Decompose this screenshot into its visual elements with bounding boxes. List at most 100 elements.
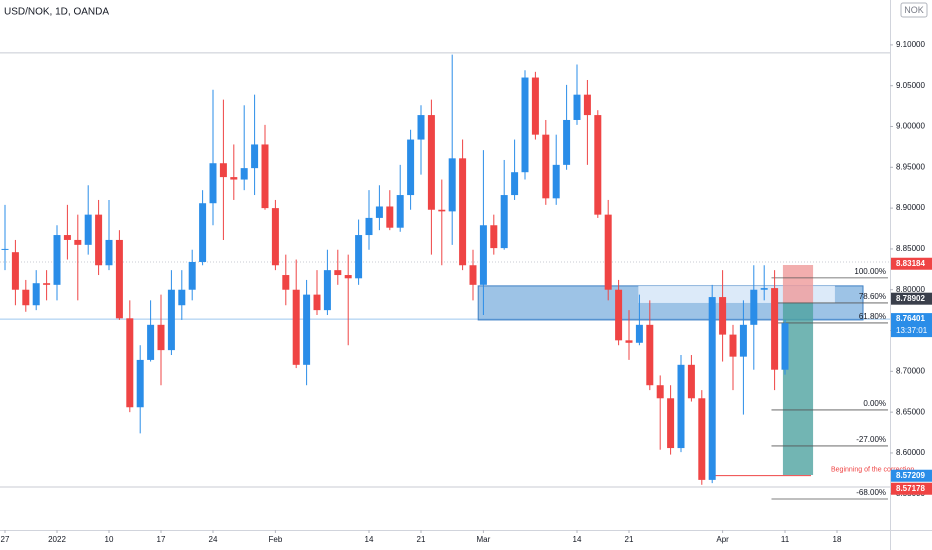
candle-body (542, 134, 550, 199)
price-tag-label: 8.78902 (896, 294, 925, 303)
y-tick-label: 8.90000 (896, 203, 925, 212)
y-tick-label: 8.80000 (896, 285, 925, 294)
candle-body (573, 94, 581, 120)
x-tick-label: 21 (625, 535, 634, 544)
x-tick-label: 24 (209, 535, 218, 544)
candle-body (781, 323, 789, 370)
candle-body (646, 324, 654, 386)
candle-body (147, 324, 155, 360)
candle-body (95, 214, 103, 266)
y-tick-label: 8.85000 (896, 244, 925, 253)
candle-body (698, 398, 706, 480)
candle-body (209, 163, 217, 204)
candle-body (292, 289, 300, 365)
candle-body (521, 77, 529, 173)
candle-body (448, 158, 456, 212)
candle-body (386, 206, 394, 228)
fib-label: 0.00% (863, 399, 886, 408)
candle-body (11, 252, 19, 290)
candle-body (251, 144, 259, 169)
fib-label: -27.00% (856, 435, 886, 444)
candle-body (271, 208, 279, 266)
fib-label: 100.00% (854, 267, 886, 276)
price-tag (891, 313, 932, 338)
candle-body (635, 324, 643, 343)
candle-body (105, 239, 113, 266)
x-tick-label: 11 (781, 535, 790, 544)
price-tag-label: 8.76401 (896, 314, 925, 323)
candle-body (417, 115, 425, 140)
candle-body (334, 270, 342, 276)
candle-body (469, 265, 477, 285)
x-tick-label: Mar (477, 535, 491, 544)
x-tick-label: 14 (365, 535, 374, 544)
candle-body (396, 195, 404, 228)
candle-body (43, 283, 51, 285)
chart-title: USD/NOK, 1D, OANDA (4, 7, 109, 18)
x-tick-label: 18 (833, 535, 842, 544)
y-tick-label: 9.05000 (896, 81, 925, 90)
x-tick-label: 17 (157, 535, 166, 544)
candle-body (115, 239, 123, 319)
candle-body (583, 94, 591, 116)
currency-label: NOK (904, 5, 924, 15)
candle-body (344, 275, 352, 279)
candle-body (708, 297, 716, 480)
x-tick-label: 21 (417, 535, 426, 544)
candle-body (687, 364, 695, 399)
x-tick-label: 14 (573, 535, 582, 544)
candle-body (438, 209, 446, 212)
candle-body (1, 248, 9, 250)
candle-body (74, 239, 82, 245)
candle-body (490, 225, 498, 249)
zone (782, 265, 814, 303)
candle-body (157, 324, 165, 351)
candle-body (625, 340, 633, 343)
candle-body (729, 334, 737, 357)
candle-body (53, 235, 61, 285)
candle-body (22, 289, 30, 306)
price-tag-label: 8.57178 (896, 484, 925, 493)
y-tick-label: 9.00000 (896, 122, 925, 131)
candle-body (188, 261, 196, 290)
candle-body (667, 398, 675, 449)
candle-body (84, 214, 92, 245)
candle-body (365, 217, 373, 236)
candle-body (427, 115, 435, 210)
y-tick-label: 9.10000 (896, 40, 925, 49)
annotation: Beginning of the correction (831, 466, 914, 473)
candle-body (303, 294, 311, 365)
candle-body (313, 294, 321, 311)
candle-body (531, 77, 539, 135)
price-tag-label: 8.83184 (896, 259, 925, 268)
x-tick-label: Feb (269, 535, 283, 544)
candle-body (563, 119, 571, 165)
candle-body (323, 270, 331, 311)
candle-body (219, 163, 227, 178)
price-tag (891, 292, 932, 305)
candle-body (375, 206, 383, 218)
fib-label: -68.00% (856, 488, 886, 497)
x-tick-label: 2022 (48, 535, 66, 544)
price-tag-label: 8.57209 (896, 471, 925, 480)
candle-body (459, 158, 467, 266)
candle-body (240, 168, 248, 180)
candle-body (126, 318, 134, 408)
candle-body (32, 283, 40, 306)
candle-body (136, 359, 144, 408)
candle-body (63, 235, 71, 240)
candle-body (552, 164, 560, 199)
fib-label: 78.60% (859, 292, 886, 301)
candle-body (178, 289, 186, 306)
candle-body (282, 275, 290, 290)
y-tick-label: 8.95000 (896, 162, 925, 171)
candle-body (479, 225, 487, 285)
x-tick-label: Apr (716, 535, 729, 544)
candle-body (167, 289, 175, 351)
candle-body (230, 177, 238, 180)
currency-box[interactable] (900, 2, 928, 18)
fib-label: 61.80% (859, 312, 886, 321)
price-tag (891, 257, 932, 270)
y-tick-label: 8.60000 (896, 448, 925, 457)
